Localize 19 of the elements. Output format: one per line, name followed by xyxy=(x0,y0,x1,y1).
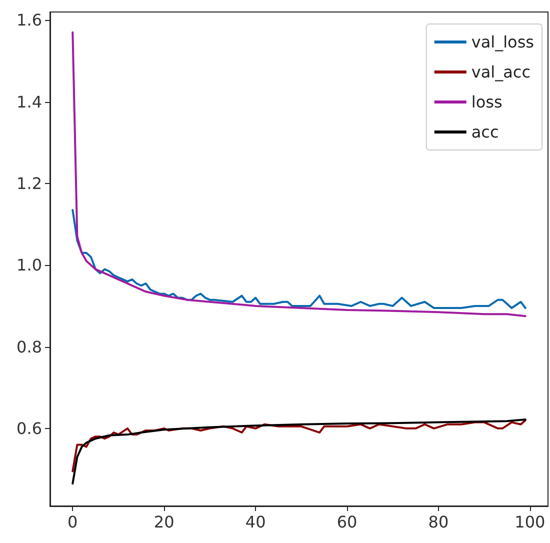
legend-label: loss xyxy=(471,92,502,112)
y-tick-label: 1.4 xyxy=(16,92,42,112)
y-tick-label: 1.6 xyxy=(16,10,42,30)
x-tick-label: 60 xyxy=(336,512,358,532)
x-tick-label: 40 xyxy=(245,512,266,532)
y-tick-label: 0.8 xyxy=(16,337,42,356)
y-tick-label: 0.6 xyxy=(16,418,42,438)
x-tick-label: 0 xyxy=(68,512,78,532)
y-tick-label: 1.0 xyxy=(16,256,42,275)
legend-label: val_loss xyxy=(471,32,534,52)
legend-label: acc xyxy=(471,122,499,142)
line-series xyxy=(72,418,526,485)
line-series xyxy=(72,209,526,309)
x-tick-label: 80 xyxy=(428,512,449,532)
x-tick-label: 20 xyxy=(154,512,174,532)
line-series xyxy=(72,419,526,472)
legend-label: val_acc xyxy=(471,62,530,82)
x-tick-label: 100 xyxy=(514,512,546,532)
y-tick-label: 1.2 xyxy=(16,174,42,193)
